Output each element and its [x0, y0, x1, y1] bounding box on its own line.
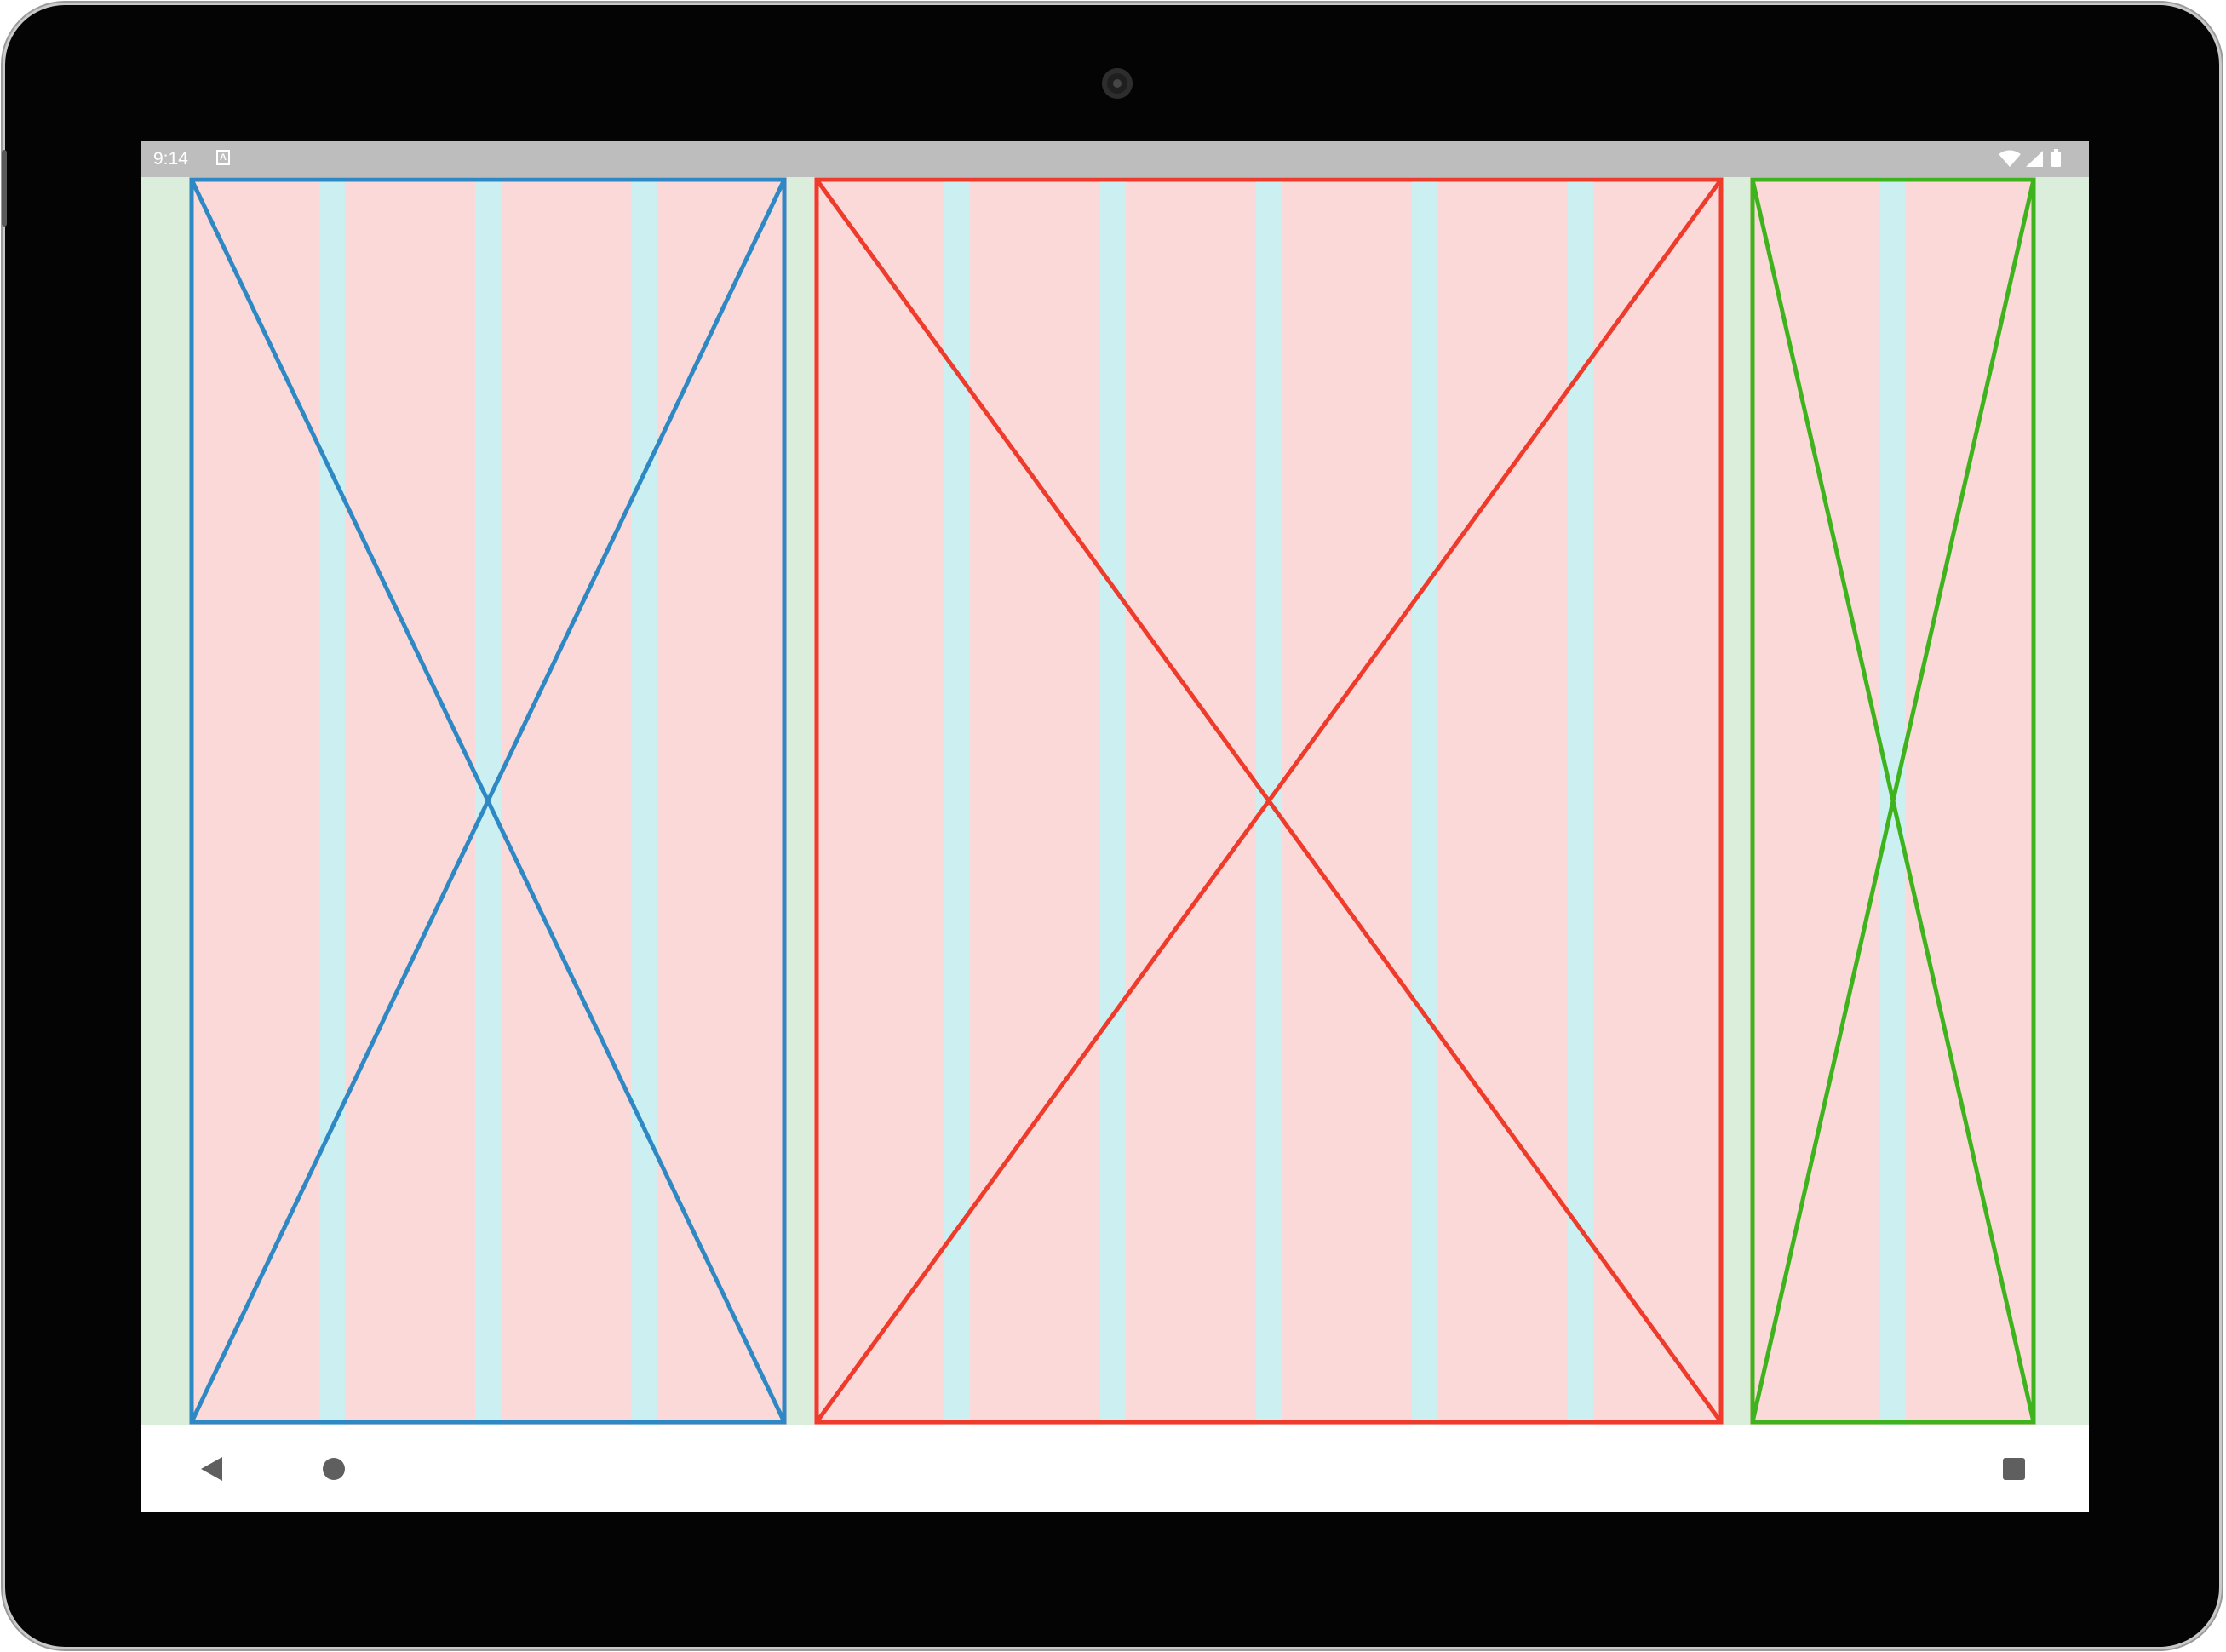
wifi-icon — [1999, 150, 2021, 167]
left-pane — [189, 177, 787, 1425]
pane-diagonal — [189, 178, 787, 1424]
status-time: 9:14 — [153, 149, 188, 169]
signal-icon — [2026, 151, 2043, 167]
screen: 9:14 A — [141, 141, 2089, 1512]
pane-border — [814, 177, 1724, 1425]
status-bar: 9:14 A — [141, 141, 2089, 177]
recents-icon[interactable] — [2002, 1457, 2026, 1481]
back-icon[interactable] — [199, 1455, 225, 1483]
gutter — [944, 177, 970, 1425]
navigation-bar — [141, 1425, 2089, 1512]
layout-grid-content — [141, 177, 2089, 1425]
status-icons — [1999, 149, 2061, 167]
battery-cap — [2054, 149, 2058, 152]
gutter — [1412, 177, 1437, 1425]
battery-icon — [2051, 152, 2061, 167]
home-icon[interactable] — [322, 1457, 346, 1481]
a-notification-icon: A — [216, 150, 230, 165]
right-pane — [1750, 177, 2036, 1425]
front-camera — [1102, 68, 1133, 99]
side-button — [2, 150, 7, 227]
gutter — [319, 177, 345, 1425]
center-pane — [814, 177, 1724, 1425]
pane-diagonal — [814, 178, 1724, 1424]
pane-diagonal — [1750, 179, 2036, 1423]
gutter — [631, 177, 657, 1425]
layout-grid — [141, 177, 2089, 1425]
gutter — [1100, 177, 1126, 1425]
pane-border — [1750, 177, 2036, 1425]
pane-border — [189, 177, 787, 1425]
gutter — [1568, 177, 1593, 1425]
panes-layer — [189, 177, 2036, 1425]
